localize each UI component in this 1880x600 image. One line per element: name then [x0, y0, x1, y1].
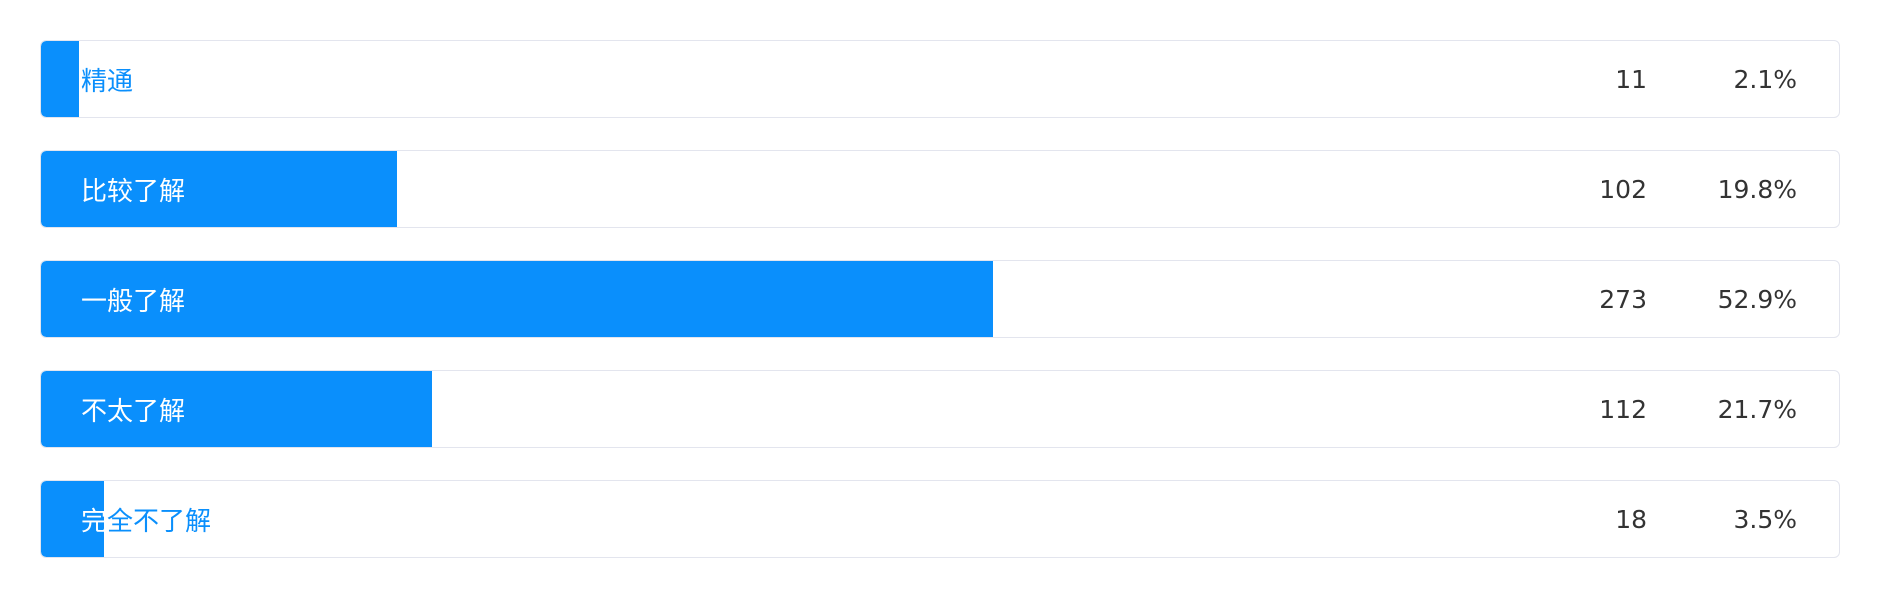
bar-label-on-bar: 一般了解: [81, 286, 186, 317]
bar-count-label: 273: [1599, 284, 1647, 314]
bar-fill: [41, 261, 993, 337]
bar-count-label: 102: [1599, 174, 1647, 204]
bar-category-label: 不太了解: [81, 371, 185, 447]
bar-row[interactable]: 一般了解 273 52.9%: [40, 260, 1840, 338]
bar-count-label: 112: [1599, 394, 1647, 424]
bar-label-on-bar: 完: [81, 506, 108, 537]
bar-percent-label: 3.5%: [1733, 504, 1797, 534]
bar-count-label: 11: [1615, 64, 1647, 94]
bar-row[interactable]: 不太了解 112 21.7%: [40, 370, 1840, 448]
bar-percent-label: 52.9%: [1717, 284, 1797, 314]
bar-count-label: 18: [1615, 504, 1647, 534]
bar-percent-label: 2.1%: [1733, 64, 1797, 94]
bar-fill: [41, 371, 432, 447]
bar-category-label: 精通: [81, 41, 133, 117]
bar-row[interactable]: 比较了解 102 19.8%: [40, 150, 1840, 228]
bar-percent-label: 21.7%: [1717, 394, 1797, 424]
bar-percent-label: 19.8%: [1717, 174, 1797, 204]
bar-label-on-bar: 不太了解: [81, 396, 186, 427]
bar-fill: [41, 41, 79, 117]
bar-category-label: 一般了解: [81, 261, 185, 337]
bar-row[interactable]: 完全不了解 18 3.5%: [40, 480, 1840, 558]
bar-label-on-bar: 比较了解: [81, 176, 186, 207]
bar-category-label: 完全不了解: [81, 481, 211, 557]
bar-row[interactable]: 精通 11 2.1%: [40, 40, 1840, 118]
bar-fill: [41, 481, 104, 557]
bar-fill: [41, 151, 397, 227]
bar-category-label: 比较了解: [81, 151, 185, 227]
bar-label-off-bar: 精通: [81, 66, 134, 97]
bar-label-off-bar: 全不了解: [107, 506, 212, 537]
